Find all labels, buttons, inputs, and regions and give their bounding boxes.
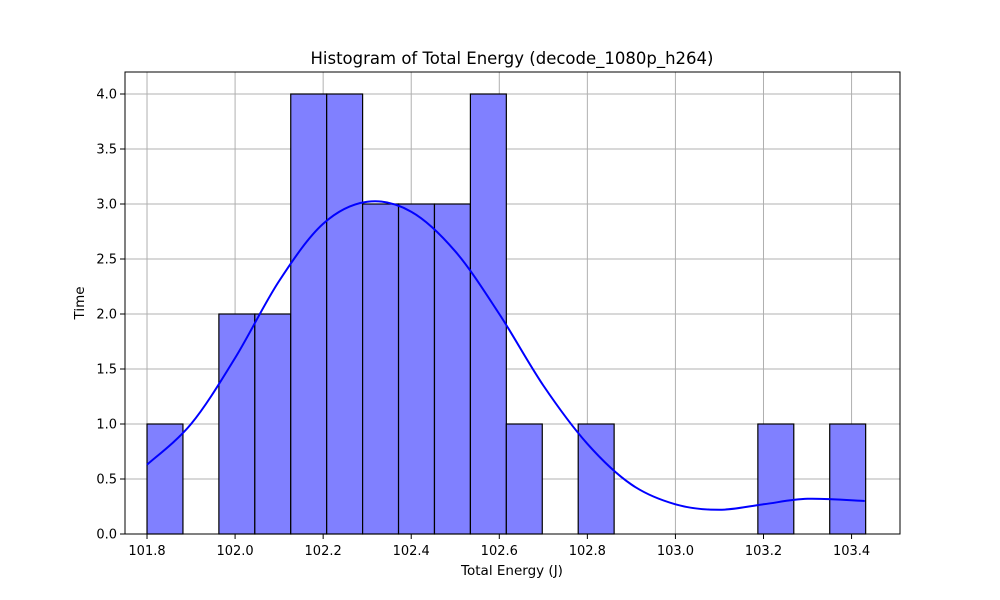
x-tick-label: 102.6 <box>481 544 518 559</box>
histogram-bar <box>469 93 507 535</box>
histogram-bar <box>829 423 867 535</box>
y-axis-label: Time <box>72 286 88 320</box>
histogram-bars <box>146 93 867 535</box>
histogram-bar <box>146 423 184 535</box>
x-tick-label: 102.0 <box>216 544 253 559</box>
histogram-bar <box>218 313 256 535</box>
y-tick-label: 2.5 <box>96 253 117 268</box>
x-axis-ticks: 101.8 102.0 102.2 102.4 102.6 102.8 103.0 103.2… <box>128 534 870 559</box>
chart-title: Histogram of Total Energy (decode_1080p_… <box>311 49 714 69</box>
y-tick-label: 3.0 <box>96 198 117 213</box>
y-axis-ticks: 0.0 0.5 1.0 1.5 2.0 2.5 3.0 3.5 4.0 <box>96 88 125 543</box>
y-tick-label: 0.0 <box>96 528 117 543</box>
x-tick-label: 102.4 <box>393 544 430 559</box>
x-tick-label: 103.0 <box>657 544 694 559</box>
y-tick-label: 1.5 <box>96 363 117 378</box>
y-tick-label: 0.5 <box>96 473 117 488</box>
histogram-bar <box>397 203 436 535</box>
x-tick-label: 101.8 <box>128 544 165 559</box>
x-axis-label: Total Energy (J) <box>460 563 563 579</box>
kde-curve <box>146 200 865 511</box>
histogram-bar <box>433 203 472 535</box>
y-tick-label: 3.5 <box>96 143 117 158</box>
y-tick-label: 1.0 <box>96 418 117 433</box>
histogram-bar <box>362 203 400 535</box>
y-tick-label: 4.0 <box>96 88 117 103</box>
y-tick-label: 2.0 <box>96 308 117 323</box>
plot-frame <box>124 71 901 535</box>
x-tick-label: 102.2 <box>305 544 342 559</box>
x-tick-label: 102.8 <box>569 544 606 559</box>
x-tick-label: 103.2 <box>745 544 782 559</box>
histogram-bar <box>326 93 364 535</box>
histogram-bar <box>290 93 328 535</box>
histogram-bar <box>505 423 543 535</box>
histogram-bar <box>577 423 615 535</box>
x-tick-label: 103.4 <box>833 544 870 559</box>
histogram-bar <box>254 313 292 535</box>
histogram-bar <box>757 423 795 535</box>
